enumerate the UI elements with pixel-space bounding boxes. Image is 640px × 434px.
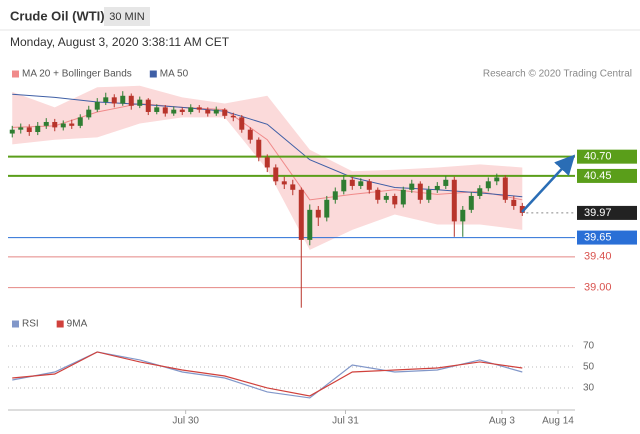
candle-body xyxy=(196,107,202,110)
candle-body xyxy=(434,185,440,190)
instrument-title: Crude Oil (WTI) xyxy=(10,8,105,23)
candle-body xyxy=(205,109,211,114)
candle-body xyxy=(502,177,508,200)
candle-body xyxy=(477,188,483,196)
candle-body xyxy=(179,109,185,112)
level-label: 39.97 xyxy=(584,207,612,219)
candle-body xyxy=(511,199,517,206)
candle-body xyxy=(111,97,117,104)
level-box xyxy=(577,205,637,220)
candle-body xyxy=(26,127,32,133)
candle-body xyxy=(222,109,228,116)
candle-body xyxy=(18,127,24,130)
y-tick-label: 70 xyxy=(583,341,595,352)
legend-swatch xyxy=(56,320,64,328)
candle-body xyxy=(332,191,338,200)
candle-body xyxy=(60,123,66,128)
candle-body xyxy=(52,121,58,128)
legend-swatch xyxy=(12,70,19,78)
candle-body xyxy=(519,205,525,213)
level-box xyxy=(577,230,637,245)
candle-body xyxy=(35,125,41,133)
candle-body xyxy=(103,97,109,102)
indicator-line xyxy=(12,351,523,397)
candle-body xyxy=(451,179,457,222)
candle-body xyxy=(417,183,423,200)
candle-body xyxy=(264,157,270,168)
forecast-arrow xyxy=(521,154,576,213)
legend-label: MA 50 xyxy=(160,69,189,80)
candle-body xyxy=(137,99,143,106)
candle-body xyxy=(494,177,500,182)
y-tick-label: 30 xyxy=(583,383,595,394)
candle-body xyxy=(366,181,372,190)
candle-body xyxy=(154,107,160,112)
candle-body xyxy=(69,123,75,126)
candle-body xyxy=(460,209,466,222)
candle-body xyxy=(358,181,364,186)
candle-body xyxy=(290,184,296,190)
candle-body xyxy=(94,101,100,110)
x-tick-label: Aug 3 xyxy=(489,416,516,427)
candle-body xyxy=(400,189,406,205)
level-box xyxy=(577,149,637,164)
candle-body xyxy=(77,117,83,126)
candle-body xyxy=(443,179,449,186)
candle-body xyxy=(273,167,279,182)
x-tick-label: Jul 30 xyxy=(172,416,199,427)
candle-body xyxy=(375,189,381,200)
candle-body xyxy=(349,179,355,186)
level-label: 39.40 xyxy=(584,251,612,263)
datetime: Monday, August 3, 2020 3:38:11 AM CET xyxy=(10,35,230,49)
candle-body xyxy=(145,99,151,112)
legend-swatch xyxy=(149,70,157,78)
candle-body xyxy=(128,95,134,106)
candle-body xyxy=(213,109,219,114)
candle-body xyxy=(43,121,49,126)
legend-swatch xyxy=(12,320,19,328)
candle-body xyxy=(307,209,313,240)
credit: Research © 2020 Trading Central xyxy=(483,69,632,80)
candle-body xyxy=(239,117,245,130)
candle-body xyxy=(86,109,92,118)
candle-body xyxy=(324,199,330,218)
level-box xyxy=(577,168,637,183)
candle-body xyxy=(468,195,474,210)
candle-body xyxy=(485,181,491,189)
y-tick-label: 50 xyxy=(583,362,595,373)
candle-body xyxy=(162,107,168,114)
legend-label: 9MA xyxy=(67,319,88,330)
candle-body xyxy=(409,183,415,190)
level-label: 40.45 xyxy=(584,170,612,182)
candle-body xyxy=(9,129,15,134)
candle-body xyxy=(188,107,194,112)
interval-label[interactable]: 30 MIN xyxy=(109,11,145,23)
candle-body xyxy=(392,195,398,205)
candle-body xyxy=(426,189,432,200)
x-tick-label: Jul 31 xyxy=(332,416,359,427)
candle-body xyxy=(256,139,262,158)
level-label: 39.65 xyxy=(584,231,612,243)
x-tick-label: Aug 14 xyxy=(542,416,574,427)
level-label: 39.00 xyxy=(584,282,612,294)
candle-body xyxy=(383,195,389,200)
candle-body xyxy=(298,189,304,240)
indicator-line xyxy=(12,351,523,399)
legend-label: RSI xyxy=(22,319,39,330)
legend-label: MA 20 + Bollinger Bands xyxy=(22,69,132,80)
interval-badge[interactable] xyxy=(104,7,150,26)
level-label: 40.70 xyxy=(584,151,612,163)
candle-body xyxy=(247,129,253,140)
candle-body xyxy=(281,181,287,185)
candle-body xyxy=(230,115,236,118)
candle-body xyxy=(341,179,347,192)
candle-body xyxy=(315,209,321,218)
candle-body xyxy=(120,95,126,104)
candle-body xyxy=(171,109,177,114)
